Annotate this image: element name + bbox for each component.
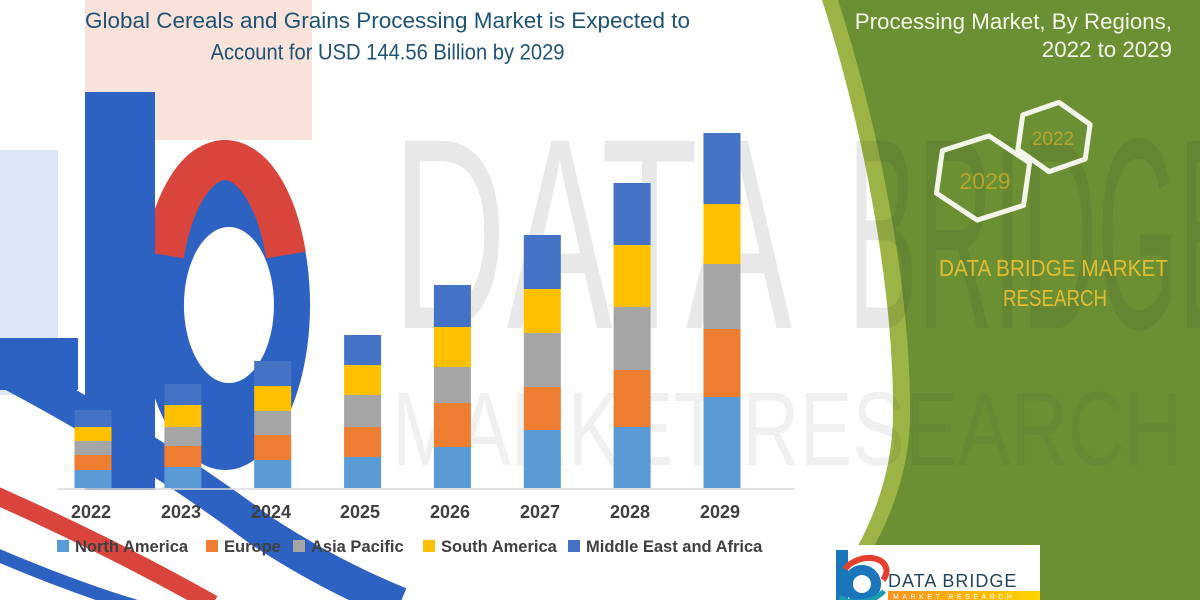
svg-text:BRIDGE: BRIDGE (848, 82, 1200, 386)
svg-text:Asia Pacific: Asia Pacific (311, 538, 404, 556)
svg-text:2027: 2027 (520, 502, 560, 522)
svg-text:2029: 2029 (700, 502, 740, 522)
svg-text:2022: 2022 (71, 502, 111, 522)
svg-text:DATA BRIDGE MARKET: DATA BRIDGE MARKET (939, 255, 1168, 281)
svg-text:2029: 2029 (959, 168, 1010, 194)
svg-text:North America: North America (75, 538, 189, 556)
svg-text:Account for USD 144.56 Billion: Account for USD 144.56 Billion by 2029 (211, 40, 565, 65)
svg-text:2025: 2025 (340, 502, 380, 522)
svg-text:2023: 2023 (161, 502, 201, 522)
svg-text:DATA BRIDGE: DATA BRIDGE (888, 571, 1017, 591)
svg-text:2026: 2026 (430, 502, 470, 522)
svg-text:Middle East and Africa: Middle East and Africa (586, 538, 763, 556)
svg-text:Processing Market, By Regions,: Processing Market, By Regions, (855, 9, 1172, 34)
svg-text:South America: South America (441, 538, 558, 556)
svg-text:RESEARCH: RESEARCH (1003, 285, 1107, 311)
svg-text:2024: 2024 (251, 502, 291, 522)
svg-text:MARKET RESEARCH: MARKET RESEARCH (893, 594, 1015, 600)
svg-text:2022 to 2029: 2022 to 2029 (1042, 37, 1172, 62)
svg-text:Global Cereals and Grains Proc: Global Cereals and Grains Processing Mar… (85, 8, 690, 33)
svg-text:Europe: Europe (224, 538, 281, 556)
svg-text:MARKET RESEARCH: MARKET RESEARCH (392, 371, 1182, 488)
svg-text:2022: 2022 (1032, 129, 1074, 150)
svg-text:2028: 2028 (610, 502, 650, 522)
